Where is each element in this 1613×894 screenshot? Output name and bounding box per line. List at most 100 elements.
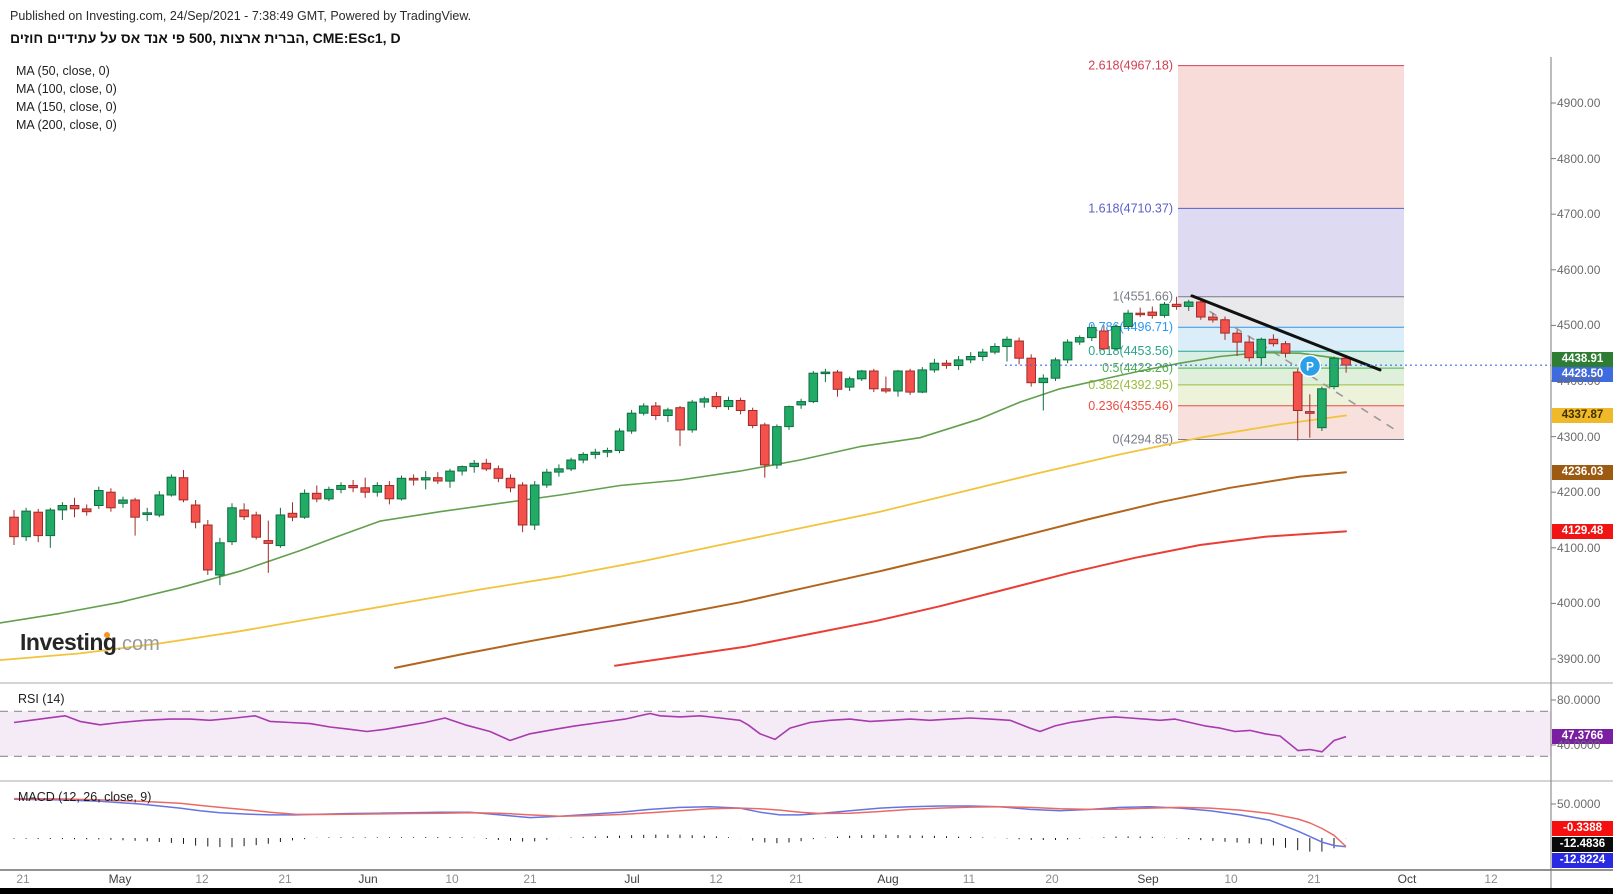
candle-body <box>130 499 140 518</box>
candle-body <box>796 401 807 406</box>
candle-body <box>893 370 903 392</box>
candle-body <box>505 477 516 489</box>
fib-level-label: 1(4551.66) <box>1113 290 1173 304</box>
chart-title-word: פי <box>171 30 186 46</box>
fib-level-label: 0.236(4355.46) <box>1088 399 1173 413</box>
candle-body <box>856 370 867 380</box>
macd-tick-label: 50.0000 <box>1557 797 1601 811</box>
candle-body <box>1280 343 1291 354</box>
candle-body <box>1159 303 1170 316</box>
macd-histogram-tag: -0.3388 <box>1552 821 1613 836</box>
price-tick-label: 4400.00 <box>1557 374 1601 388</box>
candle-body <box>941 362 952 366</box>
time-label-day: 10 <box>445 872 459 886</box>
candle-body <box>433 477 443 482</box>
candle-body <box>142 512 152 515</box>
candle-body <box>1026 357 1037 384</box>
candle-body <box>554 468 564 473</box>
candle-body <box>1305 411 1315 414</box>
candle-body <box>881 388 891 392</box>
time-label-month: Jul <box>624 872 640 886</box>
candle-body <box>542 471 552 486</box>
candle-body <box>275 514 286 547</box>
event-marker-label: P <box>1306 360 1314 374</box>
chart-title-word: 500, <box>188 30 217 46</box>
ma100-value-tag: 4337.87 <box>1552 408 1613 423</box>
candle-body <box>953 359 964 366</box>
candle-body <box>1196 301 1206 318</box>
ma50-value-tag: 4438.91 <box>1552 352 1613 367</box>
trendline[interactable] <box>1190 294 1382 372</box>
candle-body <box>869 370 879 390</box>
candle-body <box>1329 357 1339 388</box>
candle-body <box>1123 312 1133 328</box>
candle-body <box>1111 326 1121 350</box>
fib-band <box>1178 208 1404 297</box>
axis-value-tag: 47.3766 <box>1552 729 1613 744</box>
candle-body <box>638 405 649 414</box>
fib-band <box>1178 384 1404 406</box>
candle-body <box>626 412 637 432</box>
candle-body <box>166 476 177 496</box>
candle-body <box>227 507 237 543</box>
fib-level-label: 0(4294.85) <box>1113 433 1173 447</box>
candle-body <box>311 492 322 500</box>
candle-body <box>578 453 589 461</box>
rsi-tick-label: 80.0000 <box>1557 693 1601 707</box>
candle-body <box>118 499 128 504</box>
time-label-day: 12 <box>195 872 209 886</box>
candle-body <box>469 462 479 468</box>
time-label-month: May <box>108 872 132 886</box>
candle-body <box>360 487 370 493</box>
fib-band <box>1178 368 1404 385</box>
fib-band <box>1178 65 1404 209</box>
candle-body <box>844 378 855 388</box>
candle-body <box>481 462 492 470</box>
chart-title-word: D <box>390 30 401 46</box>
candle-body <box>784 406 794 428</box>
candle-body <box>81 508 92 513</box>
chart-title-word: הברית, <box>264 30 309 46</box>
candle-body <box>336 485 346 490</box>
candle-body <box>1147 311 1158 316</box>
candle-body <box>287 512 298 518</box>
candle-body <box>905 370 915 393</box>
time-label-day: 12 <box>709 872 723 886</box>
candle-body <box>1208 316 1218 321</box>
candle-body <box>408 477 419 481</box>
macd-label: MACD (12, 26, close, 9) <box>18 790 152 804</box>
dashed-trendline[interactable] <box>1196 302 1398 432</box>
fib-level-label: 2.618(4967.18) <box>1088 59 1173 73</box>
ma200-value-tag: 4129.48 <box>1552 524 1613 539</box>
candle-body <box>747 410 758 426</box>
chart-title-word: אנד <box>144 30 168 46</box>
candle-body <box>699 398 710 403</box>
candle-body <box>263 540 274 544</box>
candle-body <box>529 484 540 526</box>
event-marker[interactable] <box>1298 354 1322 378</box>
candle-body <box>965 356 976 361</box>
candle-body <box>772 426 782 466</box>
time-label-month: Oct <box>1397 872 1417 886</box>
candle-body <box>215 542 225 576</box>
candle-body <box>1317 388 1327 429</box>
candle-body <box>33 511 44 537</box>
candle-body <box>808 372 819 403</box>
candle-body <box>711 396 722 408</box>
fib-level-label: 0.618(4453.56) <box>1088 344 1173 358</box>
candle-body <box>675 407 685 431</box>
chart-title-word: CME:ESc1, <box>312 30 387 46</box>
candle-body <box>990 346 1000 353</box>
candle-body <box>190 504 201 523</box>
chart-title-word: עתידיים <box>47 30 97 46</box>
candle-body <box>445 470 455 482</box>
candle-body <box>384 485 395 500</box>
candle-body <box>590 451 601 455</box>
candle-body <box>45 509 56 537</box>
candle-body <box>651 405 661 416</box>
candle-body <box>1268 338 1279 345</box>
candle-body <box>1183 301 1194 307</box>
candle-body <box>178 477 189 501</box>
